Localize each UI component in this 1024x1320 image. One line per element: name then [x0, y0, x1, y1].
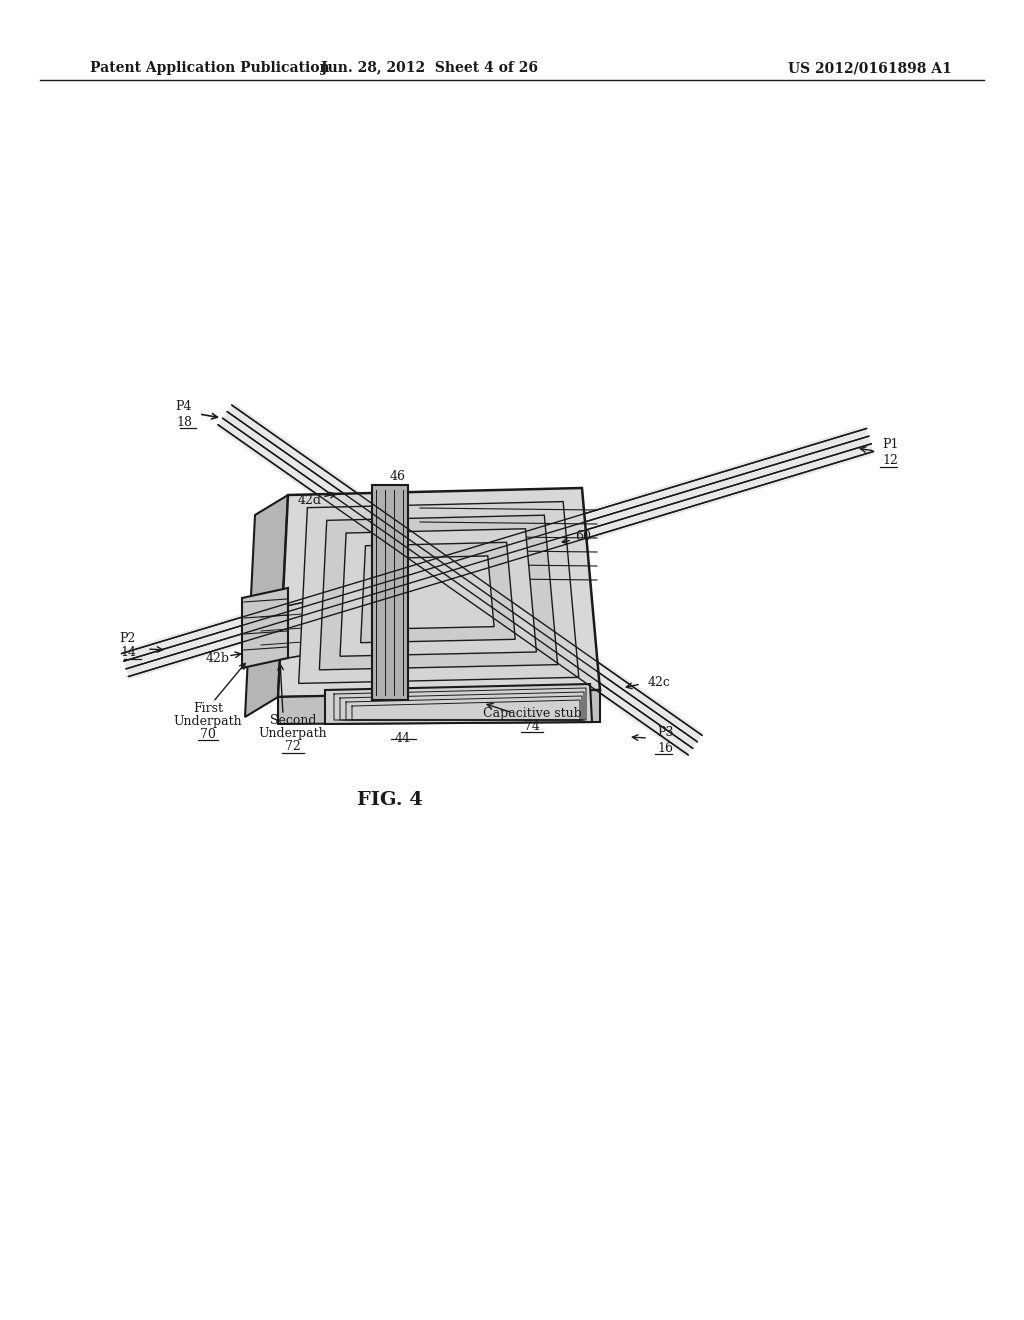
Text: Capacitive stub: Capacitive stub — [482, 706, 582, 719]
Text: US 2012/0161898 A1: US 2012/0161898 A1 — [788, 61, 952, 75]
Text: 42b: 42b — [206, 652, 230, 664]
Text: 12: 12 — [882, 454, 898, 467]
Polygon shape — [319, 515, 558, 669]
Polygon shape — [381, 556, 494, 630]
Text: 16: 16 — [657, 742, 673, 755]
Text: 72: 72 — [285, 741, 301, 754]
Text: Underpath: Underpath — [174, 714, 243, 727]
Text: 70: 70 — [200, 727, 216, 741]
Polygon shape — [278, 690, 600, 723]
Text: Jun. 28, 2012  Sheet 4 of 26: Jun. 28, 2012 Sheet 4 of 26 — [322, 61, 539, 75]
Text: P2: P2 — [120, 631, 136, 644]
Text: 14: 14 — [120, 647, 136, 660]
Text: P3: P3 — [657, 726, 674, 739]
Text: 60: 60 — [575, 531, 591, 544]
Text: FIG. 4: FIG. 4 — [357, 791, 423, 809]
Polygon shape — [278, 488, 600, 697]
Polygon shape — [340, 529, 537, 656]
Text: Patent Application Publication: Patent Application Publication — [90, 61, 330, 75]
Polygon shape — [245, 495, 288, 717]
Text: Second: Second — [269, 714, 316, 727]
Text: 44: 44 — [395, 733, 411, 744]
Text: P4: P4 — [175, 400, 193, 412]
Text: 74: 74 — [524, 719, 540, 733]
Text: First: First — [193, 701, 223, 714]
Text: 18: 18 — [176, 416, 193, 429]
Polygon shape — [299, 502, 579, 684]
Text: Underpath: Underpath — [259, 727, 328, 741]
Polygon shape — [372, 484, 408, 700]
Text: 42c: 42c — [648, 676, 671, 689]
Polygon shape — [216, 403, 703, 758]
Polygon shape — [242, 587, 288, 668]
Text: 46: 46 — [390, 470, 406, 483]
Polygon shape — [258, 602, 305, 663]
Polygon shape — [121, 425, 874, 680]
Polygon shape — [325, 684, 592, 723]
Polygon shape — [360, 543, 515, 643]
Text: 42d: 42d — [298, 494, 322, 507]
Text: P1: P1 — [882, 438, 898, 451]
